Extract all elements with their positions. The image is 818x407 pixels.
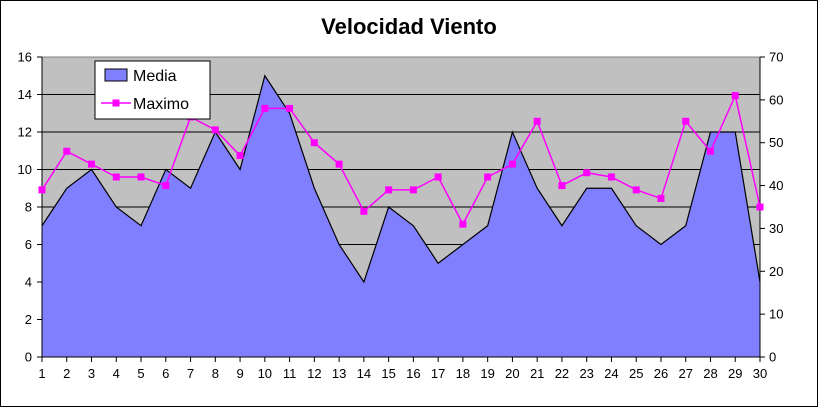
maximo-point [706,147,714,155]
x-tick-label: 2 [63,366,70,381]
maximo-point [335,160,343,168]
maximo-point [657,194,665,202]
y-left-tick-label: 2 [25,312,32,327]
x-tick-label: 7 [187,366,194,381]
y-left-tick-label: 12 [18,125,32,140]
x-tick-label: 19 [480,366,494,381]
y-left-tick-label: 8 [25,200,32,215]
maximo-point [211,126,219,134]
x-tick-label: 29 [728,366,742,381]
maximo-point [632,186,640,194]
x-tick-label: 6 [162,366,169,381]
y-left-tick-label: 14 [18,87,32,102]
maximo-point [63,147,71,155]
x-tick-label: 11 [283,366,297,381]
maximo-point [558,182,566,190]
y-right-tick-label: 40 [769,178,783,193]
maximo-point [409,186,417,194]
y-right-tick-label: 20 [769,264,783,279]
maximo-point [583,169,591,177]
maximo-point [88,160,96,168]
maximo-point [360,207,368,215]
legend-media-label: Media [133,68,177,85]
y-right-tick-label: 30 [769,221,783,236]
maximo-point [434,173,442,181]
maximo-point [607,173,615,181]
maximo-point [38,186,46,194]
x-tick-label: 28 [703,366,717,381]
x-tick-label: 3 [88,366,95,381]
y-right-tick-label: 10 [769,307,783,322]
maximo-point [533,117,541,125]
y-left-tick-label: 4 [25,275,32,290]
maximo-point [385,186,393,194]
x-tick-label: 12 [307,366,321,381]
maximo-point [137,173,145,181]
y-right-tick-label: 50 [769,135,783,150]
x-tick-label: 22 [555,366,569,381]
x-tick-label: 10 [258,366,272,381]
y-left-tick-label: 16 [18,50,32,65]
x-tick-label: 24 [604,366,618,381]
x-tick-label: 25 [629,366,643,381]
x-tick-label: 21 [530,366,544,381]
x-tick-label: 26 [654,366,668,381]
x-tick-label: 20 [505,366,519,381]
y-right-tick-label: 60 [769,92,783,107]
maximo-point [756,203,764,211]
x-tick-label: 27 [678,366,692,381]
x-tick-label: 14 [357,366,371,381]
x-tick-label: 8 [212,366,219,381]
maximo-point [112,173,120,181]
maximo-point [286,104,294,112]
x-tick-label: 4 [113,366,120,381]
chart-title: Velocidad Viento [321,14,497,39]
x-tick-label: 17 [431,366,445,381]
y-right-tick-label: 70 [769,50,783,65]
x-tick-label: 16 [406,366,420,381]
x-tick-label: 13 [332,366,346,381]
maximo-point [731,92,739,100]
media-area-edge [41,74,761,284]
maximo-point [236,152,244,160]
x-tick-label: 23 [579,366,593,381]
x-tick-label: 15 [381,366,395,381]
maximo-point [682,117,690,125]
x-tick-label: 1 [38,366,45,381]
y-left-tick-label: 0 [25,350,32,365]
x-tick-label: 18 [456,366,470,381]
x-tick-label: 30 [753,366,767,381]
maximo-point [508,160,516,168]
maximo-point [261,104,269,112]
y-left-tick-label: 6 [25,237,32,252]
maximo-line [41,93,761,226]
x-tick-label: 5 [137,366,144,381]
maximo-point [310,139,318,147]
maximo-point [459,220,467,228]
legend-media-swatch [104,68,128,82]
legend-maximo-marker [112,99,120,107]
y-right-tick-label: 0 [769,350,776,365]
maximo-point [484,173,492,181]
y-left-tick-label: 10 [18,162,32,177]
maximo-point [162,182,170,190]
x-tick-label: 9 [236,366,243,381]
legend-maximo-label: Maximo [133,96,189,113]
